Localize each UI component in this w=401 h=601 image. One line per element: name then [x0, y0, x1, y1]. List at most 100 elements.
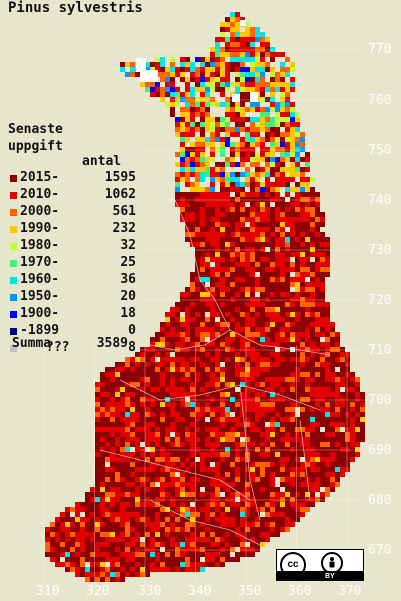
- grid-cell: [160, 92, 165, 97]
- grid-cell: [335, 362, 340, 367]
- legend-swatch: [10, 294, 17, 301]
- grid-cell: [300, 342, 305, 347]
- grid-cell: [340, 467, 345, 472]
- grid-cell: [205, 387, 210, 392]
- grid-cell: [175, 512, 180, 517]
- grid-cell: [220, 162, 225, 167]
- grid-cell: [280, 367, 285, 372]
- grid-cell: [250, 372, 255, 377]
- grid-cell: [235, 452, 240, 457]
- grid-cell: [250, 162, 255, 167]
- grid-cell: [175, 402, 180, 407]
- grid-cell: [130, 72, 135, 77]
- grid-cell: [160, 552, 165, 557]
- grid-cell: [285, 172, 290, 177]
- grid-cell: [165, 442, 170, 447]
- grid-cell: [135, 447, 140, 452]
- grid-cell: [275, 257, 280, 262]
- grid-cell: [295, 212, 300, 217]
- grid-cell: [100, 577, 105, 582]
- legend-label: 2010-: [20, 187, 60, 202]
- grid-cell: [310, 252, 315, 257]
- grid-cell: [295, 147, 300, 152]
- grid-cell: [185, 552, 190, 557]
- grid-cell: [295, 122, 300, 127]
- grid-cell: [220, 537, 225, 542]
- grid-cell: [325, 342, 330, 347]
- grid-cell: [275, 487, 280, 492]
- grid-cell: [85, 557, 90, 562]
- grid-cell: [115, 402, 120, 407]
- grid-cell: [280, 92, 285, 97]
- grid-cell: [165, 427, 170, 432]
- grid-cell: [245, 267, 250, 272]
- grid-cell: [205, 187, 210, 192]
- grid-cell: [305, 272, 310, 277]
- grid-cell: [205, 562, 210, 567]
- grid-cell: [185, 347, 190, 352]
- grid-cell: [275, 462, 280, 467]
- grid-cell: [185, 562, 190, 567]
- legend-swatch: [10, 277, 17, 284]
- grid-cell: [275, 312, 280, 317]
- grid-cell: [205, 352, 210, 357]
- grid-cell: [245, 42, 250, 47]
- grid-cell: [215, 422, 220, 427]
- grid-cell: [165, 407, 170, 412]
- grid-cell: [225, 502, 230, 507]
- grid-cell: [240, 57, 245, 62]
- grid-cell: [265, 87, 270, 92]
- grid-cell: [310, 342, 315, 347]
- grid-cell: [200, 152, 205, 157]
- grid-cell: [150, 362, 155, 367]
- grid-cell: [145, 537, 150, 542]
- grid-cell: [95, 507, 100, 512]
- grid-cell: [270, 267, 275, 272]
- grid-cell: [285, 492, 290, 497]
- grid-cell: [265, 307, 270, 312]
- grid-cell: [130, 527, 135, 532]
- grid-cell: [55, 552, 60, 557]
- grid-cell: [295, 432, 300, 437]
- grid-cell: [290, 327, 295, 332]
- grid-cell: [280, 417, 285, 422]
- grid-cell: [275, 202, 280, 207]
- grid-cell: [130, 67, 135, 72]
- grid-cell: [215, 357, 220, 362]
- grid-cell: [335, 442, 340, 447]
- grid-cell: [260, 502, 265, 507]
- grid-cell: [255, 482, 260, 487]
- grid-cell: [150, 427, 155, 432]
- grid-cell: [340, 347, 345, 352]
- legend-row-2015: 2015- 1595: [8, 170, 138, 187]
- grid-cell: [260, 237, 265, 242]
- grid-cell: [265, 137, 270, 142]
- grid-cell: [270, 187, 275, 192]
- grid-cell: [150, 467, 155, 472]
- grid-cell: [190, 372, 195, 377]
- grid-cell: [265, 362, 270, 367]
- grid-cell: [205, 482, 210, 487]
- grid-cell: [280, 397, 285, 402]
- cc-by-license-badge[interactable]: cc BY: [276, 549, 364, 581]
- grid-cell: [195, 137, 200, 142]
- grid-cell: [340, 462, 345, 467]
- grid-cell: [310, 207, 315, 212]
- grid-cell: [175, 372, 180, 377]
- grid-cell: [225, 467, 230, 472]
- grid-cell: [70, 522, 75, 527]
- grid-cell: [220, 382, 225, 387]
- grid-cell: [215, 262, 220, 267]
- grid-cell: [335, 432, 340, 437]
- grid-cell: [270, 452, 275, 457]
- grid-cell: [185, 557, 190, 562]
- grid-cell: [185, 497, 190, 502]
- grid-cell: [275, 132, 280, 137]
- grid-cell: [230, 442, 235, 447]
- grid-cell: [195, 502, 200, 507]
- grid-cell: [295, 132, 300, 137]
- grid-cell: [360, 412, 365, 417]
- grid-cell: [60, 522, 65, 527]
- grid-cell: [170, 427, 175, 432]
- grid-cell: [320, 297, 325, 302]
